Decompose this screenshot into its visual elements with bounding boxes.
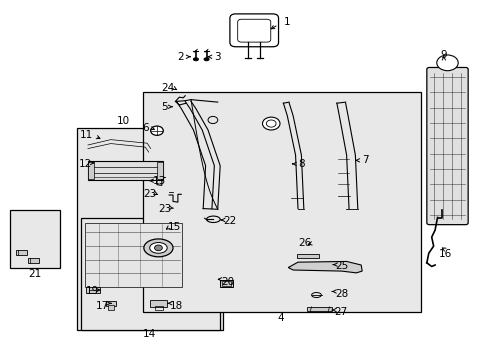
Bar (77, 128, 222, 330)
Bar (143, 93, 420, 312)
Ellipse shape (203, 58, 208, 61)
Ellipse shape (193, 58, 198, 61)
Text: 10: 10 (116, 116, 129, 126)
Bar (149, 300, 166, 307)
Ellipse shape (154, 245, 162, 251)
Bar (88, 161, 163, 180)
Text: 14: 14 (143, 329, 156, 339)
Text: 5: 5 (161, 102, 167, 112)
Text: 15: 15 (167, 222, 180, 232)
Text: 11: 11 (80, 130, 93, 140)
Bar (10, 210, 60, 267)
Polygon shape (287, 261, 362, 273)
Text: 2: 2 (177, 52, 183, 62)
FancyBboxPatch shape (229, 14, 278, 47)
Text: 12: 12 (78, 159, 91, 169)
Text: 22: 22 (223, 216, 236, 226)
Text: 6: 6 (142, 123, 148, 133)
Polygon shape (83, 135, 157, 158)
Bar (86, 287, 100, 293)
Bar (154, 306, 163, 310)
Text: 28: 28 (334, 289, 347, 298)
Ellipse shape (150, 126, 163, 135)
Text: 18: 18 (169, 301, 183, 311)
Text: 1: 1 (284, 17, 290, 27)
Text: 7: 7 (361, 156, 367, 165)
Text: 9: 9 (440, 50, 446, 60)
Text: 25: 25 (334, 261, 347, 271)
Bar (296, 253, 318, 258)
Bar (81, 217, 220, 330)
Ellipse shape (143, 239, 173, 257)
Text: 26: 26 (298, 238, 311, 248)
Bar (106, 301, 116, 306)
Text: 13: 13 (153, 176, 166, 186)
Bar (157, 162, 163, 179)
Text: 27: 27 (333, 307, 346, 317)
Bar (85, 223, 182, 287)
Bar (16, 250, 27, 255)
Bar (88, 162, 94, 179)
Bar (108, 305, 114, 310)
Text: 3: 3 (214, 52, 220, 62)
Bar (28, 258, 39, 263)
Text: 4: 4 (277, 312, 284, 323)
Ellipse shape (149, 243, 167, 253)
FancyBboxPatch shape (426, 67, 467, 225)
Text: 19: 19 (86, 286, 99, 296)
Text: 23: 23 (143, 189, 156, 199)
Text: 23: 23 (158, 204, 171, 214)
Ellipse shape (262, 117, 280, 130)
Text: 24: 24 (161, 83, 174, 93)
Bar (220, 280, 232, 287)
Bar (306, 307, 331, 311)
Text: 21: 21 (28, 269, 41, 279)
Text: 20: 20 (221, 277, 234, 287)
Text: 8: 8 (298, 159, 304, 169)
Text: 17: 17 (96, 301, 109, 311)
Ellipse shape (436, 55, 457, 71)
Bar (221, 281, 231, 286)
Text: 16: 16 (438, 249, 451, 259)
